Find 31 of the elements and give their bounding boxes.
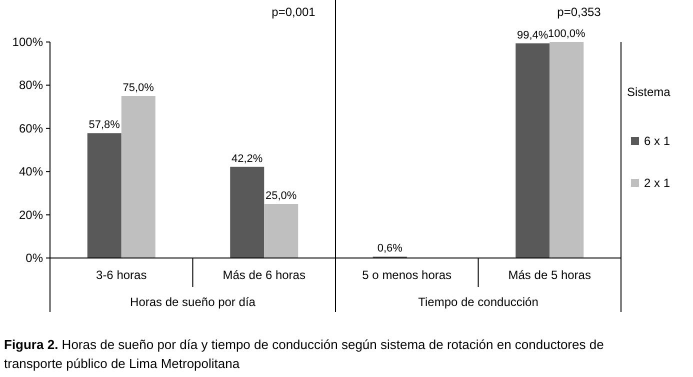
- data-label: 42,2%: [232, 152, 263, 165]
- x-tick-label: Más de 6 horas: [222, 268, 306, 282]
- y-tick-label: 40%: [18, 164, 44, 179]
- y-tick-label: 0%: [26, 251, 44, 265]
- y-tick-label: 100%: [12, 35, 44, 49]
- data-label: 57,8%: [88, 119, 120, 132]
- y-tick-label: 20%: [18, 208, 44, 222]
- y-tick-label: 80%: [18, 78, 44, 92]
- bar: [87, 133, 122, 258]
- text: Tiempo de conducción: [418, 295, 538, 309]
- bar: [264, 204, 298, 258]
- text: p=0,353: [557, 5, 602, 19]
- data-label: 0,6%: [377, 242, 403, 255]
- bar: [230, 166, 264, 258]
- data-label: 75,0%: [122, 82, 154, 94]
- text: Horas de sueño por día: [130, 295, 256, 309]
- data-label: 99,4%: [517, 29, 548, 42]
- x-tick-label: 3-6 horas: [96, 268, 147, 282]
- bar: [121, 96, 156, 258]
- legend-label: 2 x 1: [644, 176, 670, 190]
- data-label: 25,0%: [266, 190, 297, 202]
- data-label: 100,0%: [548, 28, 586, 40]
- text: Figura 2. Horas de sueño por día y tiempo de conducción según sistema de rotación en conductores de transporte público de Lima Metropolitana: [4, 337, 604, 371]
- bar: [550, 42, 584, 258]
- y-tick-label: 60%: [18, 121, 44, 136]
- legend-title: Sistema: [627, 85, 671, 99]
- legend-label: 6 x 1: [644, 134, 670, 148]
- x-tick-label: Más de 5 horas: [508, 268, 591, 282]
- bar: [516, 43, 550, 258]
- text: p=0,001: [272, 5, 316, 19]
- x-tick-label: 5 o menos horas: [362, 268, 452, 282]
